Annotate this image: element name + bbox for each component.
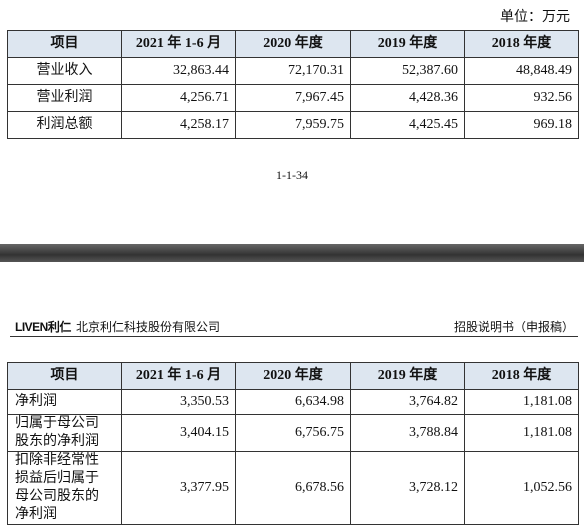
table-row: 扣除非经常性损益后归属于母公司股东的净利润 3,377.95 6,678.56 3,7… <box>7 451 579 525</box>
unit: 单位：万元 <box>500 10 570 25</box>
value-cell: 1,052.56 <box>464 451 579 525</box>
value-cell: 3,728.12 <box>350 451 465 525</box>
value-cell: 3,764.82 <box>350 389 465 415</box>
value-cell: 1,181.08 <box>464 414 579 452</box>
value-cell: 6,678.56 <box>235 451 351 525</box>
label-cell: 归属于母公司股东的净利润 <box>7 414 122 452</box>
company: 北京利仁科技股份有限公司 <box>76 320 221 334</box>
value-cell: 969.18 <box>464 111 579 139</box>
column-header: 2018 年度 <box>464 362 579 390</box>
value-cell: 6,634.98 <box>235 389 351 415</box>
label-cell: 利润总额 <box>7 111 122 139</box>
header-row: 项目 2021 年 1-6 月 2020 年度 2019 年度 2018 年度 <box>7 362 579 390</box>
value-cell: 1,181.08 <box>464 389 579 415</box>
table-row: 归属于母公司股东的净利润 3,404.15 6,756.75 3,788.84 1,18… <box>7 414 579 452</box>
value-cell: 52,387.60 <box>350 57 465 85</box>
table-row: 营业收入 32,863.44 72,170.31 52,387.60 48,848.49 <box>7 57 579 85</box>
column-header: 项目 <box>7 362 122 390</box>
header-rule <box>10 336 578 337</box>
table-2: 项目 2021 年 1-6 月 2020 年度 2019 年度 2018 年度 净利润 3,… <box>7 362 579 525</box>
page-number: 1-1-34 <box>276 168 308 182</box>
table-row: 净利润 3,350.53 6,634.98 3,764.82 1,181.08 <box>7 389 579 415</box>
column-header: 2020 年度 <box>235 30 351 58</box>
value-cell: 4,428.36 <box>350 84 465 112</box>
label-cell: 扣除非经常性损益后归属于母公司股东的净利润 <box>7 451 122 525</box>
value-cell: 4,256.71 <box>121 84 236 112</box>
table-row: 利润总额 4,258.17 7,959.75 4,425.45 969.18 <box>7 111 579 139</box>
value-cell: 4,258.17 <box>121 111 236 139</box>
value-cell: 7,959.75 <box>235 111 351 139</box>
value-cell: 72,170.31 <box>235 57 351 85</box>
value-cell: 3,377.95 <box>121 451 236 525</box>
logo: LIVEN利仁 <box>15 320 71 334</box>
column-header: 2021 年 1-6 月 <box>121 362 236 390</box>
header-row: 项目 2021 年 1-6 月 2020 年度 2019 年度 2018 年度 <box>7 30 579 58</box>
column-header: 2019 年度 <box>350 362 465 390</box>
table-1: 项目 2021 年 1-6 月 2020 年度 2019 年度 2018 年度 营业收入 3… <box>7 30 579 139</box>
page-break <box>0 244 584 262</box>
value-cell: 7,967.45 <box>235 84 351 112</box>
value-cell: 932.56 <box>464 84 579 112</box>
value-cell: 32,863.44 <box>121 57 236 85</box>
column-header: 2020 年度 <box>235 362 351 390</box>
value-cell: 6,756.75 <box>235 414 351 452</box>
column-header: 2021 年 1-6 月 <box>121 30 236 58</box>
value-cell: 3,404.15 <box>121 414 236 452</box>
value-cell: 48,848.49 <box>464 57 579 85</box>
label-cell: 营业利润 <box>7 84 122 112</box>
label-cell: 净利润 <box>7 389 122 415</box>
value-cell: 4,425.45 <box>350 111 465 139</box>
column-header: 2018 年度 <box>464 30 579 58</box>
doc-title: 招股说明书（申报稿） <box>453 320 574 334</box>
value-cell: 3,788.84 <box>350 414 465 452</box>
column-header: 项目 <box>7 30 122 58</box>
column-header: 2019 年度 <box>350 30 465 58</box>
value-cell: 3,350.53 <box>121 389 236 415</box>
table-row: 营业利润 4,256.71 7,967.45 4,428.36 932.56 <box>7 84 579 112</box>
label-cell: 营业收入 <box>7 57 122 85</box>
